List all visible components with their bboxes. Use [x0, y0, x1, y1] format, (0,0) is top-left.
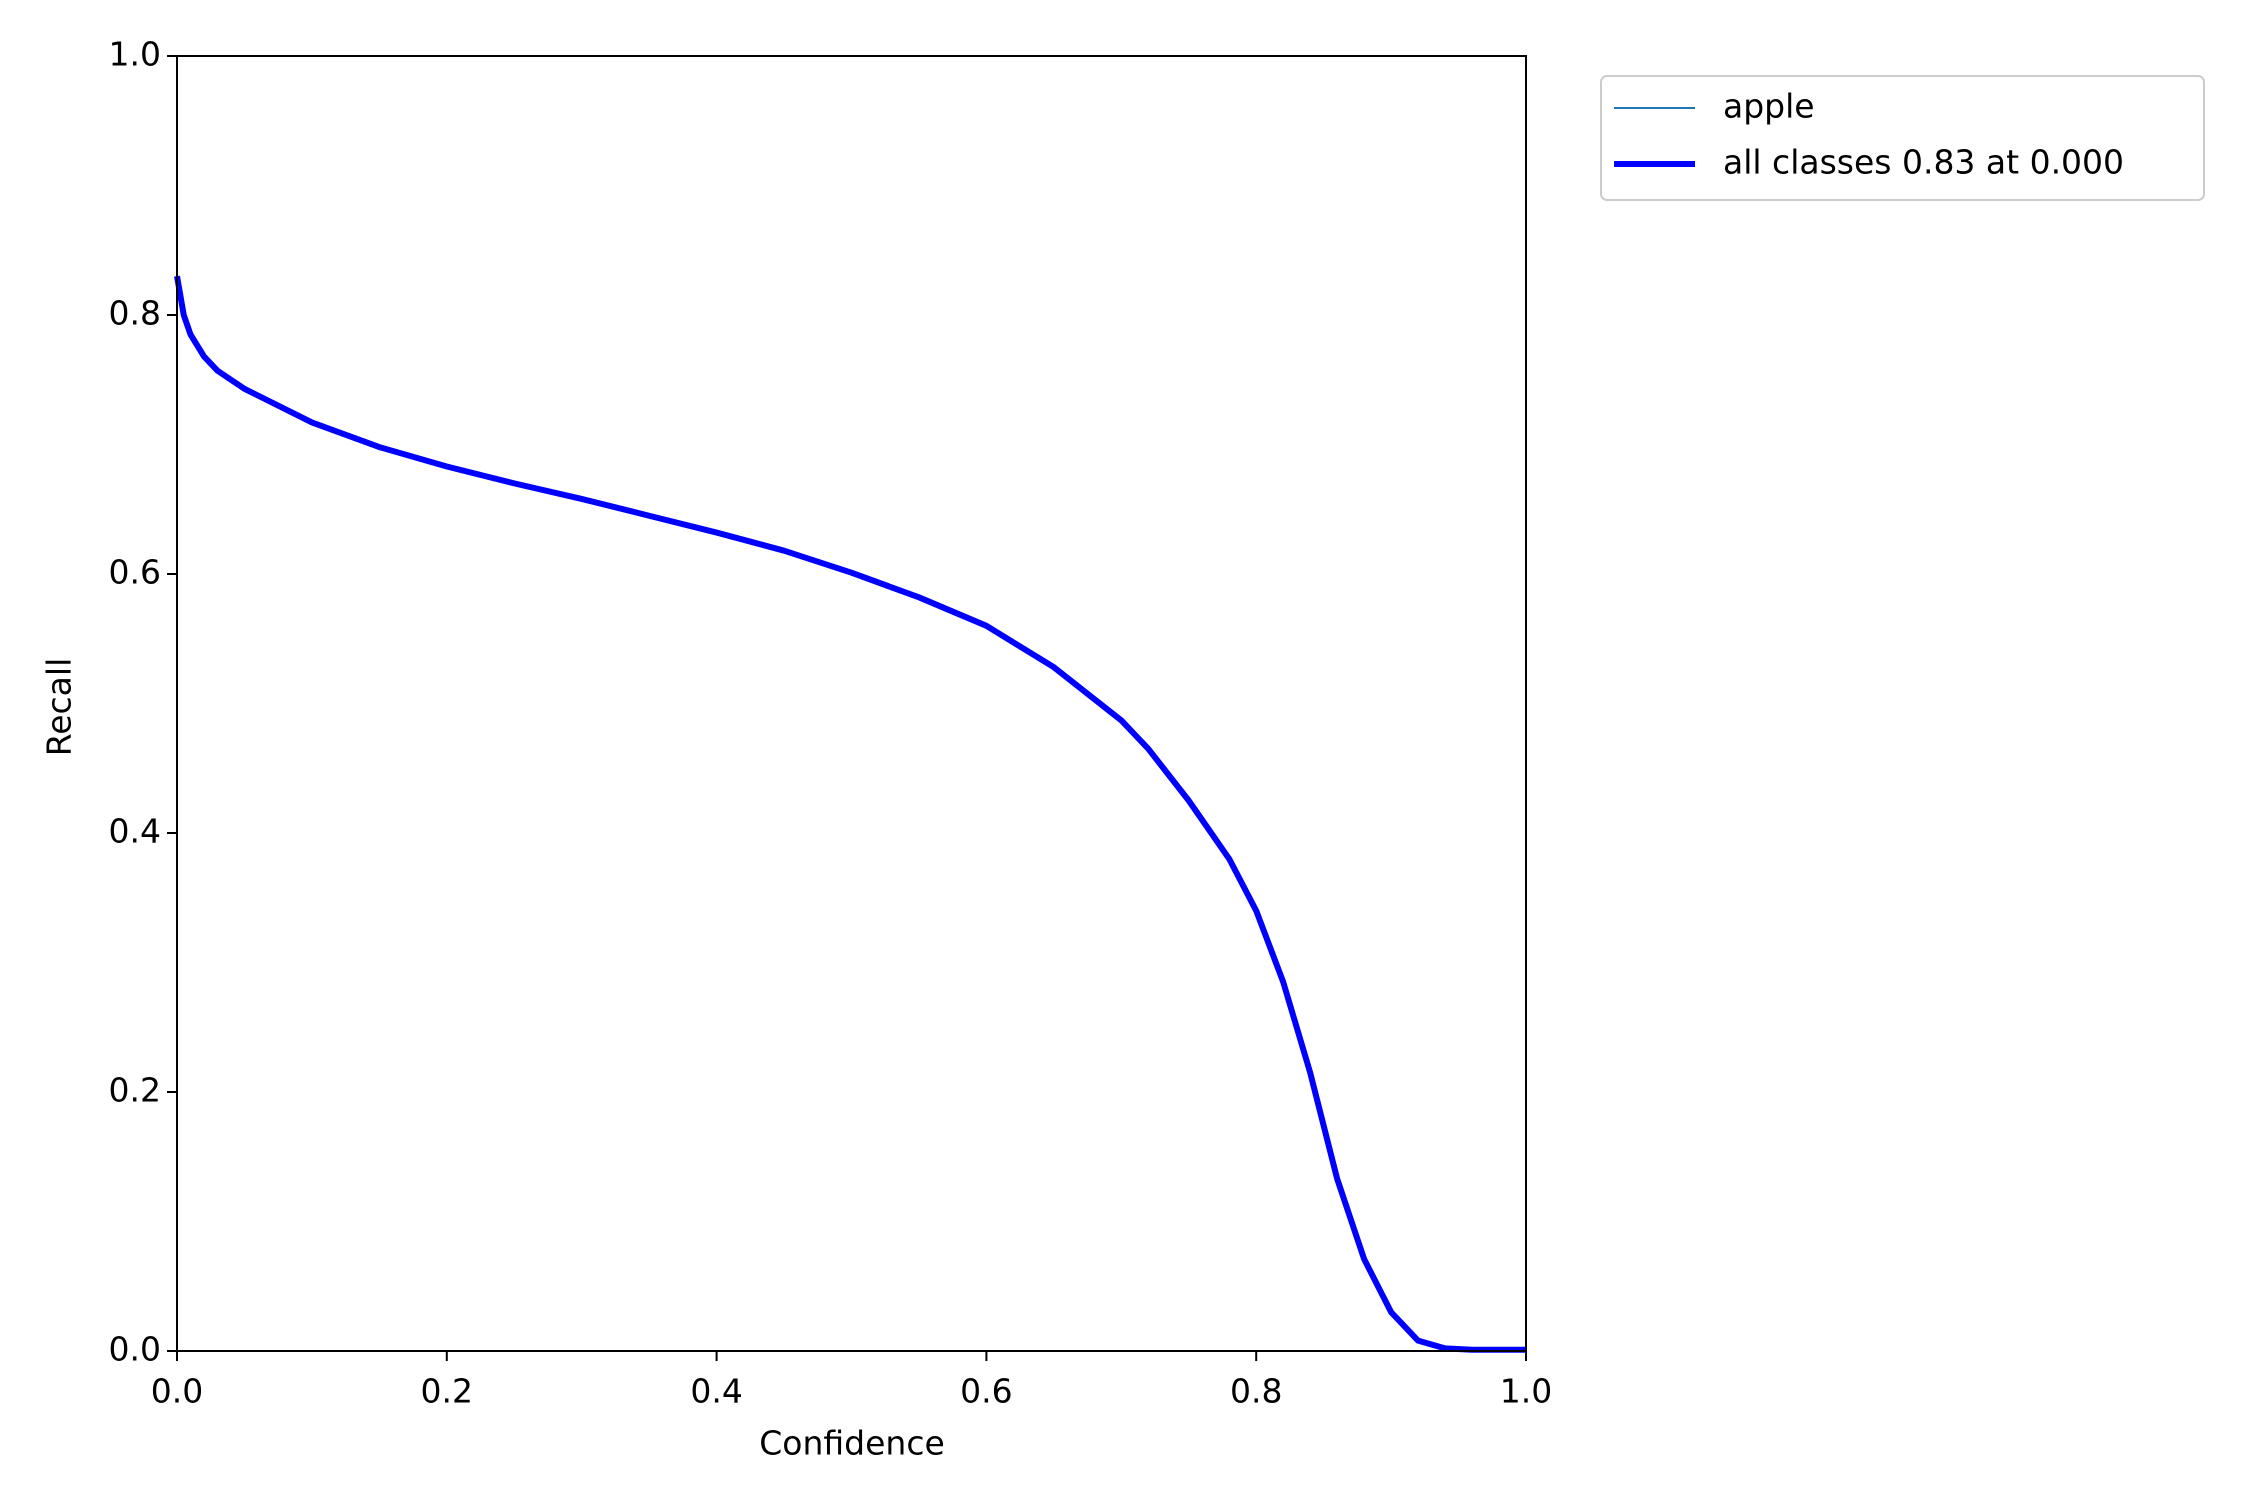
y-tick-label: 0.4	[109, 812, 161, 851]
x-tick-label: 1.0	[1500, 1372, 1552, 1411]
legend-label: all classes 0.83 at 0.000	[1723, 143, 2124, 182]
x-tick-label: 0.2	[421, 1372, 473, 1411]
y-tick-label: 0.8	[109, 294, 161, 333]
y-tick-label: 0.0	[109, 1330, 161, 1369]
y-tick-label: 0.6	[109, 553, 161, 592]
y-axis-label: Recall	[40, 658, 79, 756]
y-tick-label: 1.0	[109, 35, 161, 74]
plot-frame	[176, 55, 1527, 1352]
x-tick-label: 0.4	[690, 1372, 742, 1411]
x-axis-label: Confidence	[759, 1424, 945, 1463]
x-tick-label: 0.8	[1230, 1372, 1282, 1411]
x-tick-label: 0.6	[960, 1372, 1012, 1411]
legend-box	[1600, 75, 2205, 201]
series-line	[174, 275, 1526, 1353]
legend-label: apple	[1723, 87, 1815, 126]
y-tick-label: 0.2	[109, 1071, 161, 1110]
x-tick-label: 0.0	[151, 1372, 203, 1411]
series-line	[176, 275, 1526, 1351]
